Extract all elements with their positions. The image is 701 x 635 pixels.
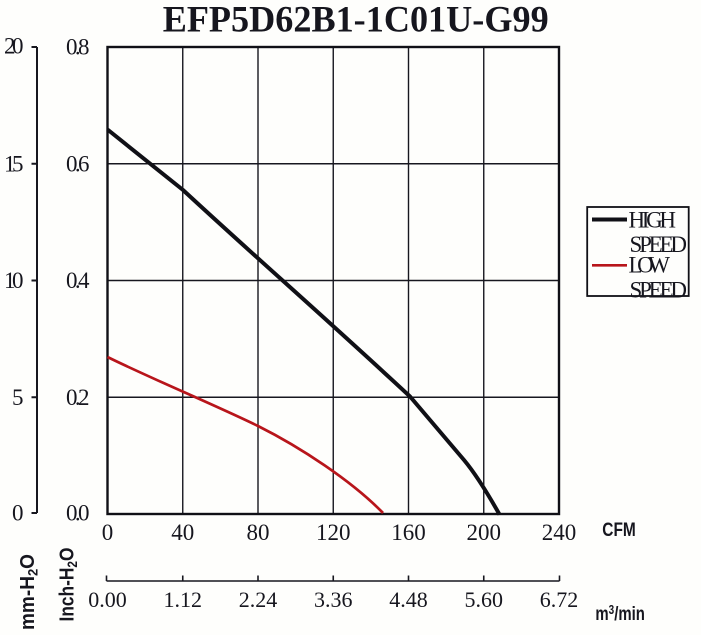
svg-text:2.24: 2.24 <box>239 587 278 612</box>
svg-text:SPEED: SPEED <box>630 277 688 302</box>
svg-text:3.36: 3.36 <box>314 587 353 612</box>
svg-text:40: 40 <box>171 520 194 545</box>
svg-text:15: 15 <box>4 151 24 176</box>
svg-text:0: 0 <box>12 501 24 526</box>
svg-text:CFM: CFM <box>602 519 636 541</box>
svg-text:LOW: LOW <box>629 253 671 278</box>
svg-text:0.0: 0.0 <box>66 501 90 526</box>
svg-text:m3/min: m3/min <box>595 602 645 625</box>
svg-text:SPEED: SPEED <box>630 232 688 257</box>
svg-text:80: 80 <box>247 520 270 545</box>
svg-text:0.4: 0.4 <box>66 268 90 293</box>
svg-text:0.00: 0.00 <box>88 587 127 612</box>
svg-text:240: 240 <box>542 520 577 545</box>
svg-text:0.2: 0.2 <box>66 385 90 410</box>
svg-text:Inch-H2O: Inch-H2O <box>56 547 81 621</box>
svg-text:HIGH: HIGH <box>629 207 677 232</box>
svg-text:160: 160 <box>391 520 426 545</box>
svg-text:5.60: 5.60 <box>465 587 504 612</box>
svg-text:5: 5 <box>12 385 24 410</box>
svg-text:4.48: 4.48 <box>389 587 428 612</box>
svg-text:1.12: 1.12 <box>164 587 203 612</box>
svg-text:10: 10 <box>4 268 24 293</box>
svg-text:20: 20 <box>4 34 24 59</box>
svg-text:200: 200 <box>467 520 502 545</box>
svg-text:0.8: 0.8 <box>66 35 90 60</box>
svg-text:EFP5D62B1-1C01U-G99: EFP5D62B1-1C01U-G99 <box>163 0 549 41</box>
svg-text:mm-H2O: mm-H2O <box>16 554 41 630</box>
svg-text:120: 120 <box>316 520 351 545</box>
svg-text:0: 0 <box>102 520 114 545</box>
svg-text:6.72: 6.72 <box>540 587 579 612</box>
svg-text:0.6: 0.6 <box>66 151 90 176</box>
